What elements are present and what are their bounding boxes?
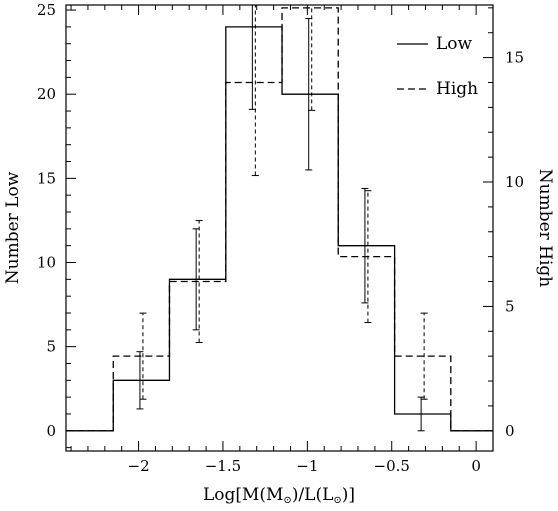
x-tick-label: 0	[471, 457, 481, 475]
y-left-tick-label: 20	[37, 85, 56, 103]
series-group	[66, 7, 493, 432]
legend: Low High	[397, 34, 478, 99]
x-tick-label: −1.5	[205, 457, 241, 475]
axis-ticks	[66, 5, 493, 451]
legend-label-high: High	[436, 79, 478, 99]
y-axis-label-right: Number High	[535, 169, 555, 288]
y-right-tick-label: 5	[505, 297, 515, 315]
y-left-tick-label: 5	[46, 338, 56, 356]
y-left-tick-label: 0	[46, 422, 56, 440]
y-right-tick-label: 10	[505, 173, 524, 191]
x-tick-label: −2	[128, 457, 150, 475]
x-axis-label: Log[M(M⊙)/L(L⊙)]	[203, 485, 355, 506]
tick-labels: −2 −1.5 −1 −0.5 0 0 5 10 15 20 25 0 5 10 15	[37, 1, 524, 475]
x-tick-label: −1	[296, 457, 318, 475]
series-low-step	[66, 26, 493, 432]
legend-label-low: Low	[436, 34, 473, 54]
y-right-tick-label: 0	[505, 422, 515, 440]
plot-frame	[65, 4, 494, 452]
series-high-step	[66, 7, 493, 432]
y-left-tick-label: 15	[37, 169, 56, 187]
y-right-tick-label: 15	[505, 49, 524, 67]
error-bars	[136, 5, 428, 432]
y-axis-label-left: Number Low	[3, 171, 23, 284]
x-tick-label: −0.5	[374, 457, 410, 475]
y-left-tick-label: 25	[37, 1, 56, 19]
y-left-tick-label: 10	[37, 254, 56, 272]
